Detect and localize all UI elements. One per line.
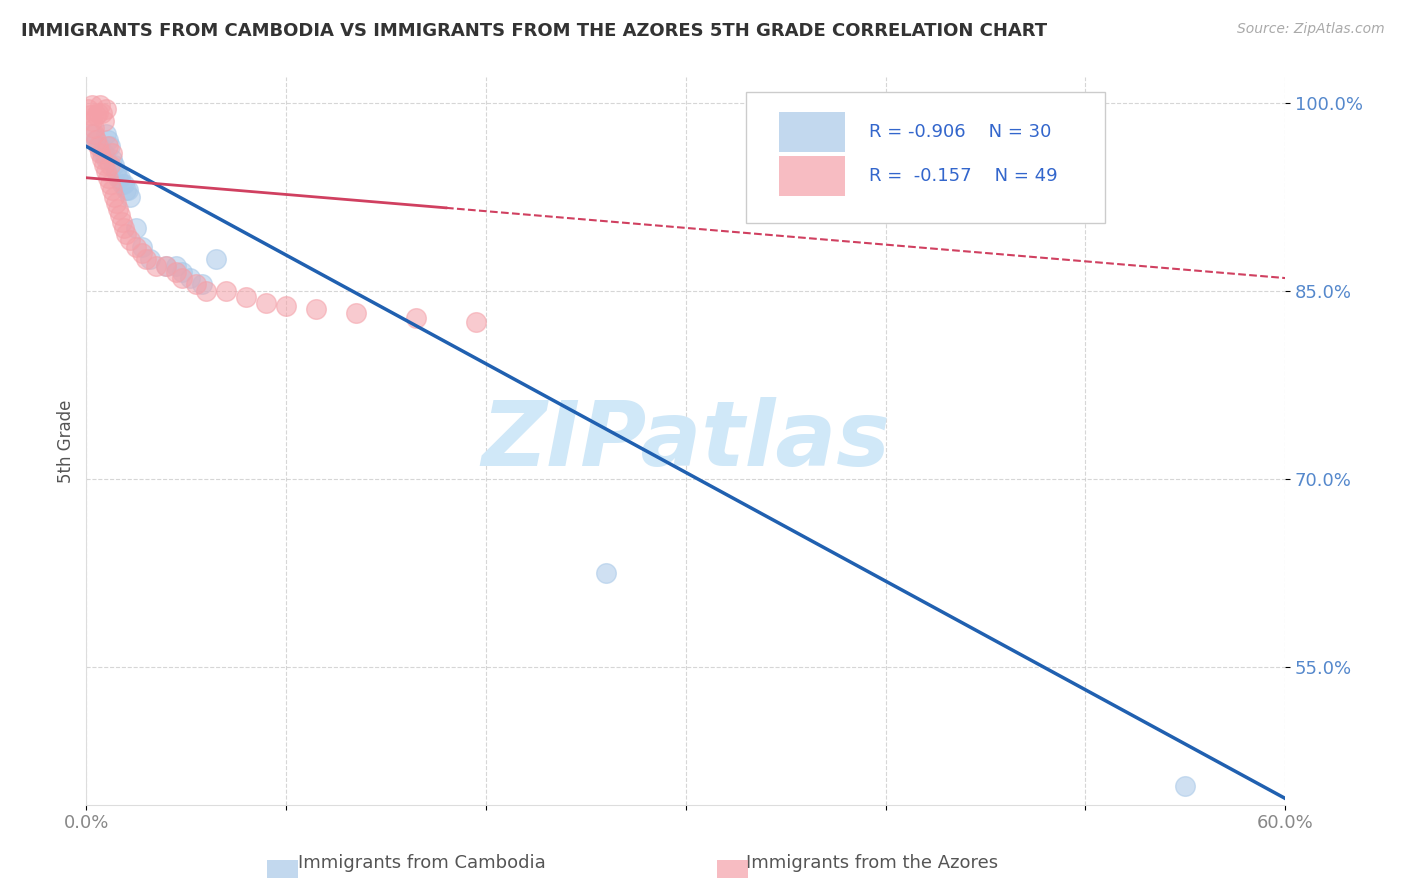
- Point: [93, 158, 115, 172]
- Point: [125, 220, 148, 235]
- Point: [77, 102, 100, 116]
- Point: [131, 246, 153, 260]
- Point: [110, 208, 132, 222]
- Text: ZIPatlas: ZIPatlas: [481, 397, 890, 485]
- Point: [84, 133, 107, 147]
- Point: [84, 108, 107, 122]
- FancyBboxPatch shape: [779, 155, 845, 195]
- Point: [97, 139, 120, 153]
- Point: [155, 259, 177, 273]
- Point: [98, 158, 121, 172]
- Point: [87, 139, 110, 153]
- Point: [89, 139, 111, 153]
- Point: [235, 290, 257, 304]
- Point: [103, 189, 125, 203]
- Point: [96, 164, 118, 178]
- Point: [82, 127, 104, 141]
- Point: [131, 240, 153, 254]
- Point: [254, 296, 277, 310]
- Point: [87, 105, 110, 120]
- Point: [83, 127, 105, 141]
- Point: [110, 170, 132, 185]
- Point: [79, 108, 101, 122]
- Point: [115, 227, 138, 242]
- Point: [139, 252, 162, 267]
- Point: [117, 183, 139, 197]
- Point: [82, 98, 104, 112]
- Point: [595, 566, 617, 580]
- Point: [165, 259, 187, 273]
- Point: [464, 315, 486, 329]
- Point: [89, 145, 111, 160]
- Text: IMMIGRANTS FROM CAMBODIA VS IMMIGRANTS FROM THE AZORES 5TH GRADE CORRELATION CHA: IMMIGRANTS FROM CAMBODIA VS IMMIGRANTS F…: [21, 22, 1047, 40]
- Point: [91, 145, 114, 160]
- Point: [112, 220, 135, 235]
- Point: [82, 114, 104, 128]
- Point: [274, 299, 297, 313]
- Point: [155, 259, 177, 273]
- Point: [91, 105, 114, 120]
- Point: [120, 234, 142, 248]
- Point: [84, 133, 107, 147]
- Y-axis label: 5th Grade: 5th Grade: [58, 400, 75, 483]
- Point: [97, 133, 120, 147]
- Point: [305, 302, 328, 317]
- Point: [111, 214, 134, 228]
- Point: [93, 145, 115, 160]
- Point: [195, 284, 218, 298]
- Point: [101, 183, 124, 197]
- Point: [96, 102, 118, 116]
- Point: [405, 311, 427, 326]
- Point: [93, 114, 115, 128]
- Point: [191, 277, 214, 292]
- Point: [96, 127, 118, 141]
- Point: [103, 158, 125, 172]
- Text: R =  -0.157    N = 49: R = -0.157 N = 49: [869, 167, 1057, 185]
- Point: [107, 170, 129, 185]
- Point: [1174, 779, 1197, 793]
- Point: [107, 202, 129, 216]
- Point: [115, 183, 138, 197]
- Point: [101, 145, 124, 160]
- Point: [145, 259, 167, 273]
- Text: Immigrants from Cambodia: Immigrants from Cambodia: [298, 855, 546, 872]
- Point: [344, 306, 367, 320]
- Point: [125, 240, 148, 254]
- Point: [179, 271, 201, 285]
- Point: [105, 195, 128, 210]
- Text: Immigrants from the Azores: Immigrants from the Azores: [745, 855, 998, 872]
- Point: [215, 284, 238, 298]
- Point: [105, 164, 128, 178]
- Point: [83, 120, 105, 135]
- Point: [165, 265, 187, 279]
- Point: [91, 152, 114, 166]
- Point: [111, 177, 134, 191]
- Point: [98, 177, 121, 191]
- Point: [135, 252, 157, 267]
- FancyBboxPatch shape: [745, 92, 1105, 223]
- Text: R = -0.906    N = 30: R = -0.906 N = 30: [869, 123, 1052, 141]
- Point: [97, 170, 120, 185]
- Point: [112, 177, 135, 191]
- Point: [101, 152, 124, 166]
- Point: [98, 139, 121, 153]
- Point: [205, 252, 228, 267]
- Point: [172, 271, 194, 285]
- Point: [186, 277, 208, 292]
- Point: [96, 152, 118, 166]
- Point: [120, 189, 142, 203]
- Point: [89, 98, 111, 112]
- FancyBboxPatch shape: [779, 112, 845, 152]
- Text: Source: ZipAtlas.com: Source: ZipAtlas.com: [1237, 22, 1385, 37]
- Point: [172, 265, 194, 279]
